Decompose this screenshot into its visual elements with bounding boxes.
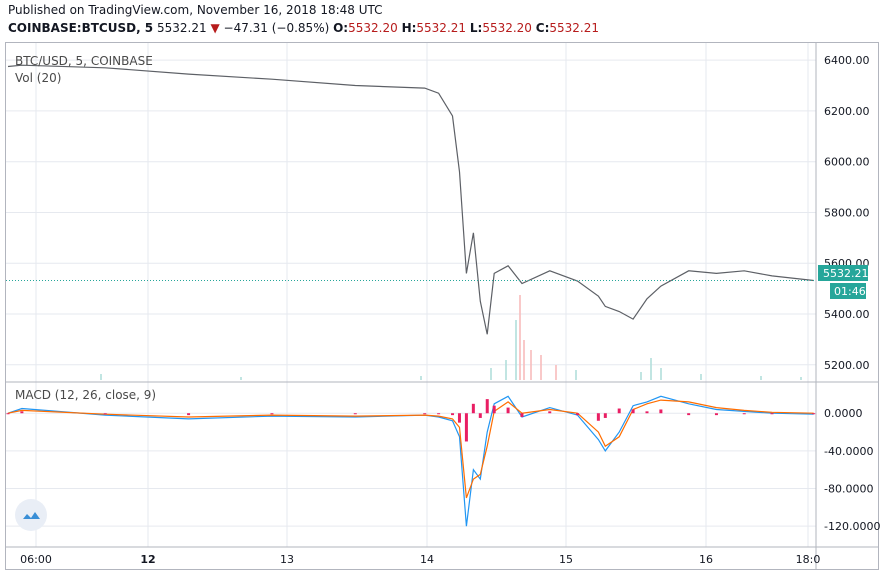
volume-bar bbox=[800, 377, 802, 380]
macd-histogram-bar bbox=[714, 413, 718, 416]
macd-histogram-bar bbox=[617, 408, 621, 414]
symbol-info-line: COINBASE:BTCUSD, 5 5532.21 ▼ −47.31 (−0.… bbox=[8, 21, 599, 35]
volume-bar bbox=[530, 350, 532, 380]
volume-legend: Vol (20) bbox=[15, 71, 61, 85]
macd-line bbox=[7, 395, 814, 527]
time-tick-label: 13 bbox=[280, 553, 294, 566]
macd-histogram-bar bbox=[603, 413, 607, 418]
high-label: H: bbox=[401, 21, 417, 35]
volume-bar bbox=[523, 340, 525, 380]
grid-lines bbox=[6, 43, 816, 547]
low-value: 5532.20 bbox=[482, 21, 532, 35]
macd-histogram-bar bbox=[520, 413, 524, 417]
macd-legend: MACD (12, 26, close, 9) bbox=[15, 388, 156, 402]
macd-histogram-bar bbox=[187, 413, 191, 416]
volume-bar bbox=[420, 376, 422, 380]
volume-bar bbox=[650, 358, 652, 380]
macd-tick-label: -40.0000 bbox=[824, 445, 873, 458]
macd-tick-label: -80.0000 bbox=[824, 483, 873, 496]
cloud-logo-icon bbox=[23, 512, 40, 519]
macd-histogram-bar bbox=[812, 413, 816, 415]
macd-histogram-bar bbox=[478, 413, 482, 418]
open-value: 5532.20 bbox=[348, 21, 398, 35]
macd-histogram-bar bbox=[548, 411, 552, 414]
time-tick-label: 15 bbox=[559, 553, 573, 566]
countdown-badge: 01:46 bbox=[830, 283, 866, 299]
time-tick-label: 18:0 bbox=[796, 553, 821, 566]
last-price: 5532.21 bbox=[157, 21, 207, 35]
price-change: −47.31 (−0.85%) bbox=[223, 21, 330, 35]
last-price-badge: 5532.21 bbox=[818, 265, 869, 281]
time-tick-label: 12 bbox=[140, 553, 155, 566]
macd-histogram-bar bbox=[506, 407, 510, 414]
macd-histogram-bar bbox=[770, 413, 774, 415]
price-tick-label: 5400.00 bbox=[824, 308, 870, 321]
published-note: Published on TradingView.com, November 1… bbox=[8, 3, 383, 17]
price-tick-label: 5200.00 bbox=[824, 359, 870, 372]
macd-histogram-bar bbox=[270, 413, 274, 415]
volume-bar bbox=[505, 360, 507, 380]
signal-line bbox=[7, 399, 814, 499]
volume-bar bbox=[240, 377, 242, 380]
macd-histogram-bar bbox=[423, 413, 427, 415]
price-tick-label: 6000.00 bbox=[824, 156, 870, 169]
volume-bar bbox=[490, 368, 492, 380]
volume-bar bbox=[100, 374, 102, 380]
macd-tick-label: 0.0000 bbox=[824, 407, 863, 420]
macd-histogram-bar bbox=[437, 413, 441, 415]
macd-histogram-bar bbox=[464, 413, 468, 442]
price-legend-symbol: BTC/USD, 5, COINBASE bbox=[15, 54, 153, 68]
close-label: C: bbox=[535, 21, 550, 35]
macd-histogram-bar bbox=[471, 403, 475, 414]
macd-histogram-bar bbox=[6, 413, 10, 415]
macd-histogram-bar bbox=[485, 399, 489, 414]
price-tick-label: 5800.00 bbox=[824, 206, 870, 219]
axes: 6400.006200.006000.005800.005600.005400.… bbox=[5, 43, 880, 569]
macd-histogram-bar bbox=[20, 411, 24, 414]
symbol-name: COINBASE:BTCUSD, 5 bbox=[8, 21, 154, 35]
price-series bbox=[6, 64, 816, 335]
countdown-badge-text: 01:46 bbox=[834, 285, 866, 298]
macd-histogram-bar bbox=[659, 409, 663, 414]
time-tick-label: 16 bbox=[699, 553, 713, 566]
macd-histogram-bar bbox=[457, 413, 461, 423]
volume-bar bbox=[540, 355, 542, 380]
close-value: 5532.21 bbox=[549, 21, 599, 35]
volume-bar bbox=[700, 374, 702, 380]
chart-frame bbox=[5, 42, 879, 570]
macd-histogram-bar bbox=[687, 413, 691, 416]
volume-bar bbox=[640, 372, 642, 380]
price-line bbox=[7, 64, 814, 335]
macd-histogram-bar bbox=[576, 413, 580, 416]
tradingview-logo-icon[interactable] bbox=[15, 499, 47, 531]
volume-bars bbox=[100, 295, 802, 380]
macd-histogram-bar bbox=[451, 413, 455, 416]
volume-bar bbox=[660, 368, 662, 380]
time-tick-label: 06:00 bbox=[20, 553, 52, 566]
low-label: L: bbox=[469, 21, 483, 35]
high-value: 5532.21 bbox=[416, 21, 467, 35]
volume-bar bbox=[555, 365, 557, 380]
down-arrow-icon: ▼ bbox=[210, 21, 220, 35]
volume-bar bbox=[575, 370, 577, 380]
volume-bar bbox=[519, 295, 521, 380]
volume-bar bbox=[515, 320, 517, 380]
macd-histogram-bar bbox=[103, 413, 107, 415]
macd-histogram-bar bbox=[353, 413, 357, 415]
macd-series bbox=[6, 395, 816, 527]
time-tick-label: 14 bbox=[420, 553, 434, 566]
macd-histogram-bar bbox=[645, 411, 649, 414]
open-label: O: bbox=[333, 21, 349, 35]
price-tick-label: 6200.00 bbox=[824, 105, 870, 118]
price-tick-label: 6400.00 bbox=[824, 54, 870, 67]
last-price-badge-text: 5532.21 bbox=[823, 267, 869, 280]
macd-histogram-bar bbox=[492, 405, 496, 414]
macd-histogram-bar bbox=[631, 409, 635, 414]
macd-histogram-bar bbox=[596, 413, 600, 421]
macd-tick-label: -120.0000 bbox=[824, 520, 880, 533]
volume-bar bbox=[760, 376, 762, 380]
macd-histogram-bar bbox=[742, 413, 746, 415]
